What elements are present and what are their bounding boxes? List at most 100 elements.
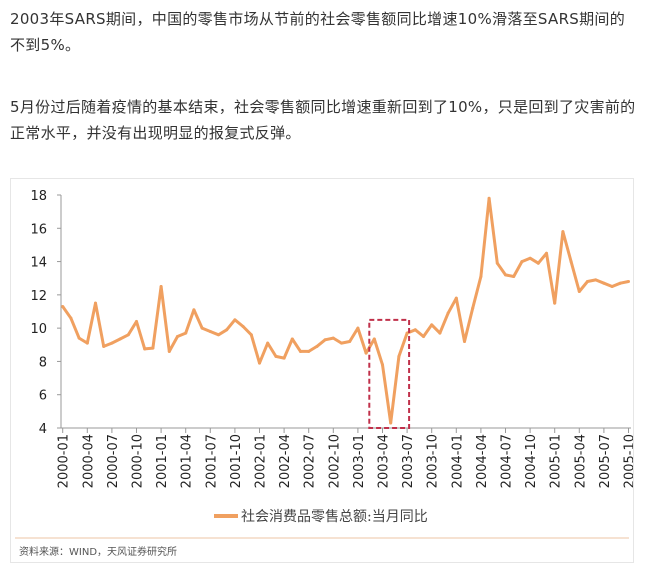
y-tick-label: 4 (39, 422, 47, 437)
data-point (176, 334, 179, 338)
x-tick-label: 2000-01 (57, 434, 72, 488)
data-point (217, 333, 220, 337)
x-tick-label: 2002-01 (254, 434, 269, 488)
data-point (126, 333, 130, 337)
x-tick-label: 2001-01 (155, 434, 170, 488)
data-point (397, 354, 401, 358)
data-point (200, 326, 204, 330)
x-tick-label: 2003-07 (401, 434, 416, 488)
retail-sales-chart: 4 6 8 10 12 14 16 18 2000-01 2000-04 2000-07 2000-1… (10, 178, 634, 563)
paragraph-sars-decline: 2003年SARS期间，中国的零售市场从节前的社会零售额同比增速10%滑落至SA… (10, 10, 626, 54)
data-point (249, 333, 253, 337)
x-tick-label: 2004-10 (524, 434, 539, 488)
data-point (159, 285, 163, 289)
data-point (85, 341, 89, 345)
data-point (586, 280, 589, 284)
data-point (151, 346, 155, 350)
x-tick-label: 2003-10 (426, 434, 441, 488)
data-point (438, 331, 442, 335)
data-point (258, 361, 261, 365)
data-point (528, 256, 532, 260)
x-tick-label: 2003-04 (377, 434, 392, 488)
data-point (594, 278, 598, 282)
data-point (561, 230, 565, 234)
sars-highlight-box (368, 318, 411, 429)
x-tick-label: 2005-10 (623, 434, 634, 488)
data-point (545, 251, 548, 255)
x-tick-label: 2000-07 (106, 434, 121, 488)
data-point (282, 356, 286, 360)
y-tick-label: 12 (30, 289, 47, 304)
x-tick-label: 2004-04 (475, 434, 490, 488)
y-tick-label: 18 (30, 189, 47, 204)
data-point (446, 311, 450, 315)
x-tick-label: 2002-04 (278, 434, 293, 488)
data-point (299, 349, 302, 353)
data-point (627, 280, 630, 284)
data-point (520, 260, 524, 264)
data-point (422, 334, 425, 338)
data-point (495, 261, 499, 265)
data-point (454, 296, 458, 300)
data-point (192, 308, 196, 312)
data-point (348, 339, 352, 343)
data-point (143, 347, 147, 351)
x-tick-label: 2002-07 (303, 434, 318, 488)
y-tick-label: 6 (39, 389, 47, 404)
data-point (110, 341, 114, 345)
data-point (274, 354, 278, 358)
y-tick-label: 8 (39, 355, 47, 370)
data-point (389, 421, 393, 425)
data-point (241, 324, 245, 328)
data-point (463, 339, 466, 343)
x-tick-label: 2005-01 (549, 434, 564, 488)
data-point (512, 275, 516, 279)
data-point (94, 301, 97, 305)
x-tick-label: 2000-04 (81, 434, 96, 488)
data-point (225, 328, 229, 332)
x-tick-label: 2003-01 (352, 434, 367, 488)
data-point (69, 316, 73, 320)
x-tick-label: 2005-07 (598, 434, 613, 488)
chart-svg: 4 6 8 10 12 14 16 18 2000-01 2000-04 2000-07 2000-1… (15, 189, 634, 558)
data-point (307, 349, 311, 353)
legend-label: 社会消费品零售总额:当月同比 (241, 509, 428, 525)
data-point (266, 341, 270, 345)
x-tick-label: 2005-04 (573, 434, 588, 488)
data-point (315, 344, 319, 348)
x-tick-label: 2001-07 (204, 434, 219, 488)
x-tick-label: 2002-10 (327, 434, 342, 488)
data-point (331, 336, 335, 340)
y-tick-label: 10 (30, 322, 47, 337)
data-point (618, 281, 622, 285)
data-point (471, 306, 475, 310)
data-point (364, 351, 368, 355)
x-tick-label: 2004-07 (500, 434, 515, 488)
data-point (610, 285, 614, 289)
data-point (184, 331, 188, 335)
data-point (167, 349, 171, 353)
data-point (118, 337, 122, 341)
data-point (479, 275, 483, 279)
data-point (102, 344, 106, 348)
y-tick-label: 16 (30, 222, 47, 237)
data-point (77, 336, 81, 340)
data-point (381, 363, 384, 367)
data-point (233, 318, 237, 322)
series-line (61, 196, 629, 425)
data-point (372, 337, 376, 341)
paragraph-post-sars-recovery: 5月份过后随着疫情的基本结束，社会零售额同比增速重新回到了10%，只是回到了灾害… (10, 98, 636, 142)
data-point (340, 341, 343, 345)
data-point (504, 273, 507, 277)
data-point (61, 305, 65, 309)
x-tick-label: 2004-01 (450, 434, 465, 488)
data-point (553, 301, 557, 305)
data-point (577, 290, 581, 294)
source-note: 资料来源：WIND，天风证券研究所 (19, 545, 177, 558)
data-point (208, 329, 212, 333)
data-point (290, 337, 294, 341)
data-point (430, 323, 434, 327)
data-point (569, 260, 573, 264)
data-point (413, 328, 417, 332)
x-tick-label: 2001-04 (180, 434, 195, 488)
